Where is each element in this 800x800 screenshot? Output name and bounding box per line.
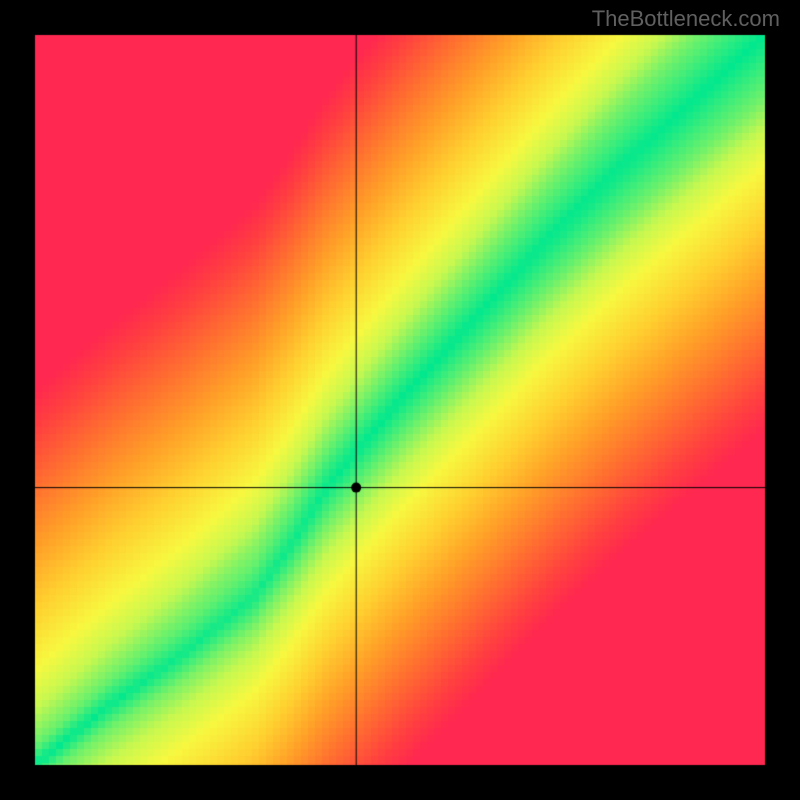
bottleneck-heatmap [0,0,800,800]
chart-container: TheBottleneck.com [0,0,800,800]
watermark-text: TheBottleneck.com [592,6,780,32]
